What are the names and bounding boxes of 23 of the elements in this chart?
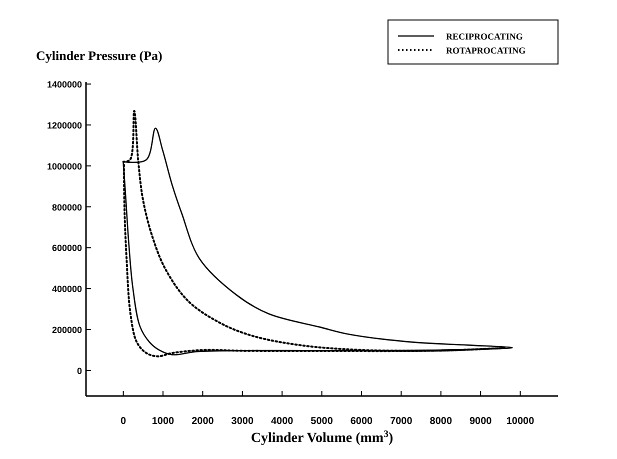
x-tick-label: 10000 (506, 416, 535, 427)
y-axis-title: Cylinder Pressure (Pa) (36, 48, 162, 63)
x-axis-title: Cylinder Volume (mm$^{3}$) (250, 428, 394, 446)
x-tick-label: 3000 (231, 416, 254, 427)
legend-label: ROTAPROCATING (446, 46, 526, 56)
x-tick-label: 1000 (152, 416, 175, 427)
y-tick-label: 600000 (52, 243, 82, 254)
y-tick-label: 200000 (52, 325, 82, 336)
x-tick-label: 4000 (270, 416, 294, 427)
legend-label: RECIPROCATING (446, 32, 523, 42)
y-tick-label: 1200000 (46, 120, 82, 130)
x-tick-label: 8000 (430, 416, 452, 427)
y-tick-label: 0 (76, 366, 82, 376)
x-tick-label: 7000 (390, 416, 413, 427)
y-tick-label: 800000 (52, 202, 82, 212)
y-tick-label: 400000 (52, 284, 82, 294)
x-tick-label: 6000 (350, 416, 374, 427)
y-tick-label: 1000000 (46, 161, 82, 172)
x-tick-label: 5000 (310, 416, 334, 427)
y-tick-label: 1400000 (46, 80, 82, 90)
x-tick-label: 0 (120, 416, 127, 427)
x-tick-label: 2000 (192, 416, 214, 427)
x-tick-label: 9000 (469, 416, 492, 427)
